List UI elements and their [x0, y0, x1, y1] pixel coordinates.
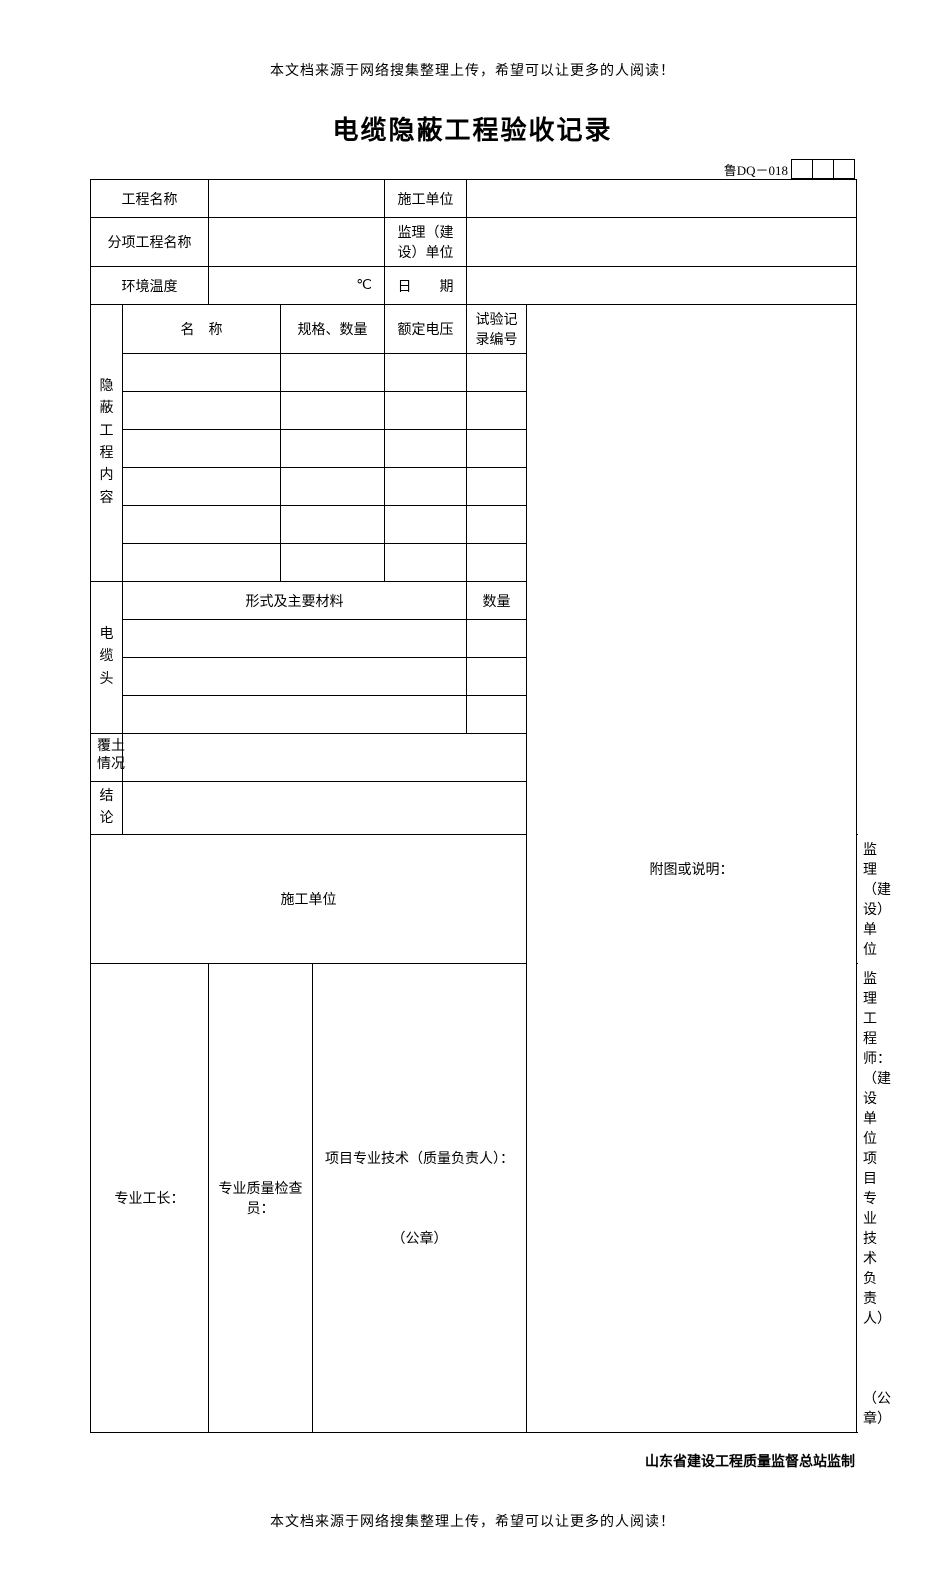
- col-voltage: 额定电压: [385, 305, 467, 354]
- field-construction-unit: [467, 180, 857, 218]
- sig-quality-inspector: 专业质量检查员：: [209, 964, 313, 1433]
- cable-row-qty: [467, 620, 527, 658]
- label-hidden-content-section: 隐蔽工程内容: [91, 305, 123, 582]
- label-conclusion: 结论: [91, 781, 123, 835]
- label-construction-unit: 施工单位: [385, 180, 467, 218]
- sig-construction-unit-header: 施工单位: [91, 835, 527, 964]
- label-cable-head-section: 电缆头: [91, 582, 123, 734]
- field-project-name: [209, 180, 385, 218]
- field-cover: [123, 734, 527, 782]
- form-number-boxes: [792, 159, 855, 179]
- label-cover: 覆土情况: [91, 734, 123, 782]
- hidden-row-name: [123, 354, 281, 392]
- sig-project-tech: 项目专业技术（质量负责人）： （公章）: [313, 964, 527, 1433]
- main-form-table: 工程名称 施工单位 分项工程名称 监理（建设）单位 环境温度 ℃ 日 期 隐蔽工…: [90, 179, 857, 1433]
- top-disclaimer: 本文档来源于网络搜集整理上传，希望可以让更多的人阅读！: [90, 60, 855, 80]
- field-sub-project: [209, 218, 385, 267]
- form-code: 鲁DQ－018: [724, 160, 788, 179]
- label-env-temp: 环境温度: [91, 267, 209, 305]
- field-date: [467, 267, 857, 305]
- col-form-material: 形式及主要材料: [123, 582, 467, 620]
- field-env-temp: ℃: [209, 267, 385, 305]
- col-quantity: 数量: [467, 582, 527, 620]
- attachment-area: 附图或说明：: [527, 305, 857, 1433]
- hidden-row-voltage: [385, 354, 467, 392]
- field-supervision-unit: [467, 218, 857, 267]
- label-date: 日 期: [385, 267, 467, 305]
- col-test-record: 试验记录编号: [467, 305, 527, 354]
- page-title: 电缆隐蔽工程验收记录: [90, 110, 855, 147]
- cable-row-material: [123, 620, 467, 658]
- bottom-disclaimer: 本文档来源于网络搜集整理上传，希望可以让更多的人阅读！: [90, 1511, 855, 1531]
- label-sub-project: 分项工程名称: [91, 218, 209, 267]
- footer-note: 山东省建设工程质量监督总站监制: [90, 1451, 855, 1471]
- form-number-row: 鲁DQ－018: [90, 159, 855, 179]
- hidden-row-record: [467, 354, 527, 392]
- col-name: 名 称: [123, 305, 281, 354]
- sig-foreman: 专业工长：: [91, 964, 209, 1433]
- label-supervision-unit: 监理（建设）单位: [385, 218, 467, 267]
- label-project-name: 工程名称: [91, 180, 209, 218]
- hidden-row-spec: [281, 354, 385, 392]
- field-conclusion: [123, 781, 527, 835]
- col-spec: 规格、数量: [281, 305, 385, 354]
